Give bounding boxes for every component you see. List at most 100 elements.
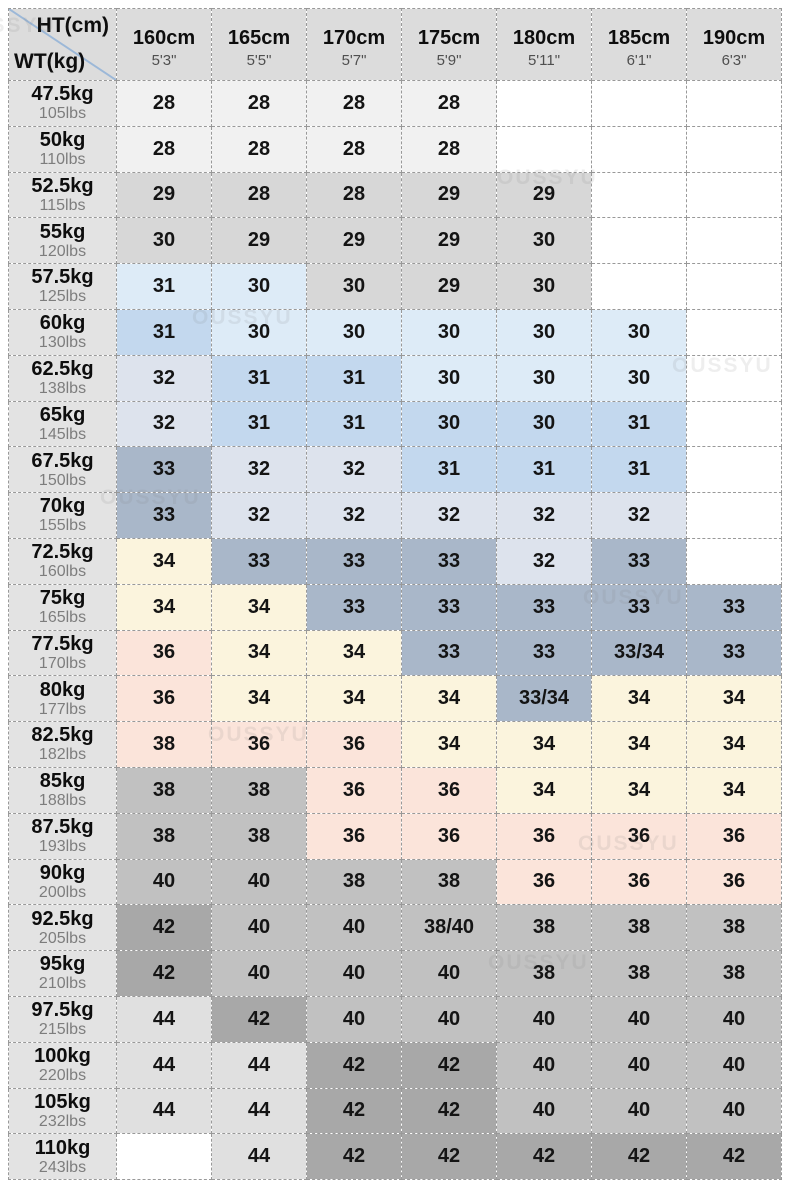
- size-cell: 42: [401, 1133, 497, 1181]
- size-cell: 31: [306, 400, 402, 448]
- row-kg-label: 57.5kg: [31, 266, 94, 289]
- row-lbs-label: 125lbs: [38, 288, 87, 306]
- col-header-ft-label: 5'7": [341, 52, 367, 70]
- col-header-175cm: 175cm 5'9": [401, 8, 497, 81]
- size-cell: 34: [496, 766, 592, 814]
- size-cell: 33: [496, 629, 592, 677]
- col-header-190cm: 190cm 6'3": [686, 8, 782, 81]
- size-cell: 42: [306, 1041, 402, 1089]
- size-cell: 36: [306, 812, 402, 860]
- size-cell: 32: [496, 492, 592, 539]
- row-header-87.5kg: 87.5kg 193lbs: [8, 812, 117, 860]
- size-cell: 34: [591, 721, 687, 768]
- col-header-ft-label: 5'9": [436, 52, 462, 70]
- size-cell: 31: [116, 263, 212, 310]
- size-cell: 38: [686, 950, 782, 997]
- col-header-cm-label: 175cm: [417, 27, 481, 50]
- size-cell: 30: [211, 263, 307, 310]
- size-cell: 30: [496, 263, 592, 310]
- row-header-62.5kg: 62.5kg 138lbs: [8, 354, 117, 402]
- size-cell: 32: [401, 492, 497, 539]
- size-cell: 40: [686, 1087, 782, 1135]
- size-cell: 34: [401, 721, 497, 768]
- size-cell: 30: [401, 354, 497, 402]
- size-cell: 32: [496, 537, 592, 585]
- empty-cell: [591, 263, 687, 310]
- row-kg-label: 55kg: [39, 220, 86, 243]
- size-cell: 40: [401, 950, 497, 997]
- size-cell: 38: [116, 766, 212, 814]
- size-cell: 31: [496, 446, 592, 494]
- size-cell: 40: [116, 858, 212, 906]
- size-cell: 30: [211, 308, 307, 356]
- size-cell: 40: [401, 995, 497, 1043]
- size-cell: 31: [401, 446, 497, 494]
- size-cell: 42: [591, 1133, 687, 1181]
- size-cell: 34: [211, 675, 307, 723]
- row-kg-label: 70kg: [39, 495, 86, 518]
- size-cell: 28: [306, 80, 402, 127]
- size-cell: 38: [496, 950, 592, 997]
- size-cell: 31: [591, 400, 687, 448]
- row-header-92.5kg: 92.5kg 205lbs: [8, 904, 117, 952]
- size-cell: 32: [211, 446, 307, 494]
- size-cell: 38: [306, 858, 402, 906]
- size-cell: 28: [116, 125, 212, 173]
- row-lbs-label: 215lbs: [38, 1021, 87, 1039]
- size-table: HT(cm) WT(kg) 160cm 5'3" 165cm 5'5" 170cm 5'7…: [8, 8, 782, 1181]
- col-header-185cm: 185cm 6'1": [591, 8, 687, 81]
- row-kg-label: 110kg: [34, 1136, 91, 1159]
- corner-weight-label: WT(kg): [14, 50, 86, 73]
- empty-cell: [591, 125, 687, 173]
- empty-cell: [686, 217, 782, 265]
- row-lbs-label: 220lbs: [38, 1066, 87, 1084]
- row-header-90kg: 90kg 200lbs: [8, 858, 117, 906]
- empty-cell: [686, 125, 782, 173]
- size-cell: 42: [496, 1133, 592, 1181]
- size-cell: 36: [401, 766, 497, 814]
- size-cell: 44: [211, 1041, 307, 1089]
- row-header-65kg: 65kg 145lbs: [8, 400, 117, 448]
- size-cell: 29: [496, 171, 592, 219]
- size-cell: 28: [401, 80, 497, 127]
- size-cell: 33: [306, 537, 402, 585]
- size-cell: 31: [211, 400, 307, 448]
- table-row: 77.5kg 170lbs 36 34 34 33 33 33/34 33: [8, 629, 782, 677]
- row-kg-label: 67.5kg: [31, 449, 94, 472]
- size-cell: 44: [116, 1041, 212, 1089]
- size-cell: 33: [591, 583, 687, 631]
- size-cell: 30: [496, 217, 592, 265]
- row-lbs-label: 155lbs: [38, 517, 87, 535]
- row-header-105kg: 105kg 232lbs: [8, 1087, 117, 1135]
- size-cell: 36: [496, 858, 592, 906]
- size-cell: 33: [401, 583, 497, 631]
- row-header-77.5kg: 77.5kg 170lbs: [8, 629, 117, 677]
- row-lbs-label: 138lbs: [38, 379, 87, 397]
- size-cell: 40: [306, 995, 402, 1043]
- size-cell: 28: [211, 171, 307, 219]
- row-lbs-label: 165lbs: [38, 608, 87, 626]
- size-cell: 30: [306, 263, 402, 310]
- table-row: 97.5kg 215lbs 44 42 40 40 40 40 40: [8, 995, 782, 1043]
- size-cell: 33: [401, 537, 497, 585]
- row-lbs-label: 120lbs: [38, 242, 87, 260]
- size-cell: 34: [686, 721, 782, 768]
- size-cell: 38: [116, 721, 212, 768]
- diagonal-line-icon: [9, 9, 116, 80]
- row-lbs-label: 105lbs: [38, 105, 87, 123]
- empty-cell: [116, 1133, 212, 1181]
- size-cell: 30: [591, 308, 687, 356]
- size-cell: 34: [306, 629, 402, 677]
- empty-cell: [496, 80, 592, 127]
- table-row: 55kg 120lbs 30 29 29 29 30: [8, 217, 782, 265]
- row-kg-label: 82.5kg: [31, 724, 94, 747]
- size-cell: 42: [686, 1133, 782, 1181]
- row-kg-label: 62.5kg: [31, 357, 94, 380]
- row-lbs-label: 130lbs: [38, 334, 87, 352]
- size-cell: 38: [211, 766, 307, 814]
- size-cell: 38: [401, 858, 497, 906]
- size-cell: 28: [116, 80, 212, 127]
- row-kg-label: 95kg: [39, 953, 86, 976]
- size-cell: 29: [306, 217, 402, 265]
- table-row: 75kg 165lbs 34 34 33 33 33 33 33: [8, 583, 782, 631]
